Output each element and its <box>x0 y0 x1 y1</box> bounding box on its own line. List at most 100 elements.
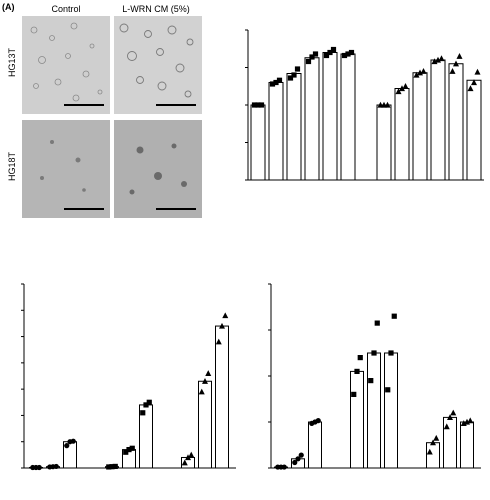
data-point <box>222 312 229 319</box>
bar <box>268 82 284 181</box>
data-point <box>219 322 225 329</box>
data-point <box>202 378 208 384</box>
cells-overlay <box>30 22 103 102</box>
row-label-hg13t: HG13T <box>7 47 17 77</box>
data-point <box>70 438 76 444</box>
bar <box>443 416 457 469</box>
chart-gei <box>245 29 484 181</box>
bar <box>286 73 302 181</box>
data-point <box>315 418 321 424</box>
bar <box>350 370 364 469</box>
cells-overlay <box>119 23 194 98</box>
bar <box>304 57 320 181</box>
data-point <box>129 445 135 451</box>
data-point <box>185 454 191 461</box>
data-point <box>388 350 394 356</box>
micrograph-hg18t-control <box>22 120 110 218</box>
data-point <box>112 463 118 470</box>
data-point <box>323 52 330 59</box>
data-point <box>143 402 149 408</box>
data-point <box>374 320 380 326</box>
data-point <box>198 388 205 395</box>
data-point <box>450 409 457 416</box>
bar <box>448 63 464 181</box>
data-point <box>413 71 420 78</box>
data-point <box>426 448 433 455</box>
col-title-lwrn: L-WRN CM (5%) <box>122 4 190 14</box>
micrograph-hg18t-lwrn <box>114 120 202 218</box>
scale-bar <box>64 208 104 210</box>
data-point <box>294 66 301 72</box>
data-point <box>433 434 440 441</box>
cells-overlay <box>40 140 86 192</box>
data-point <box>305 58 312 65</box>
data-point <box>438 55 445 62</box>
data-point <box>258 102 265 108</box>
data-point <box>453 60 459 67</box>
data-point <box>188 451 195 458</box>
panel-a-label: (A) <box>2 2 15 12</box>
data-point <box>351 391 357 397</box>
data-point <box>391 313 397 319</box>
data-point <box>181 459 188 466</box>
bar <box>412 72 428 181</box>
data-point <box>287 75 294 81</box>
cells-overlay <box>129 143 187 195</box>
scale-bar <box>156 208 196 210</box>
bar <box>426 442 440 469</box>
data-point <box>395 88 402 95</box>
data-point <box>292 459 298 466</box>
data-point <box>291 72 297 78</box>
data-point <box>126 447 132 453</box>
data-point <box>368 378 374 384</box>
row-label-hg18t: HG18T <box>7 151 17 181</box>
bar <box>376 104 392 181</box>
scale-bar <box>156 104 196 106</box>
bar <box>384 352 398 469</box>
data-point <box>435 56 441 63</box>
data-point <box>146 399 152 405</box>
data-point <box>273 79 279 86</box>
data-point <box>251 102 258 108</box>
data-point <box>420 68 427 74</box>
data-point <box>298 452 304 458</box>
data-point <box>255 102 261 108</box>
bar <box>322 52 338 181</box>
data-point <box>269 81 276 87</box>
data-point <box>36 464 42 471</box>
data-point <box>449 68 456 74</box>
data-point <box>348 49 355 56</box>
chart-lgr5 <box>21 283 236 471</box>
bar <box>340 53 356 181</box>
data-point <box>474 68 481 75</box>
data-point <box>295 456 301 462</box>
micrograph-hg13t-control <box>22 16 110 114</box>
bar <box>215 325 229 469</box>
data-point <box>106 464 112 470</box>
data-point <box>471 79 477 86</box>
data-point <box>399 85 405 92</box>
data-point <box>467 85 474 92</box>
data-point <box>417 69 423 76</box>
data-point <box>385 387 391 393</box>
bar <box>430 59 446 181</box>
data-point <box>123 449 129 455</box>
data-point <box>467 417 474 424</box>
data-point <box>402 83 409 89</box>
bar <box>250 104 266 181</box>
data-point <box>330 46 337 53</box>
bar <box>466 79 482 181</box>
data-point <box>443 423 450 430</box>
bar <box>394 88 410 181</box>
data-point <box>447 414 453 420</box>
data-point <box>215 338 222 345</box>
data-point <box>309 54 315 60</box>
data-point <box>327 49 333 56</box>
data-point <box>53 463 59 470</box>
data-point <box>205 370 212 376</box>
data-point <box>345 51 351 57</box>
chart-mki67 <box>268 283 481 470</box>
micrograph-hg13t-lwrn <box>114 16 202 114</box>
data-point <box>341 52 348 59</box>
data-point <box>431 58 438 65</box>
